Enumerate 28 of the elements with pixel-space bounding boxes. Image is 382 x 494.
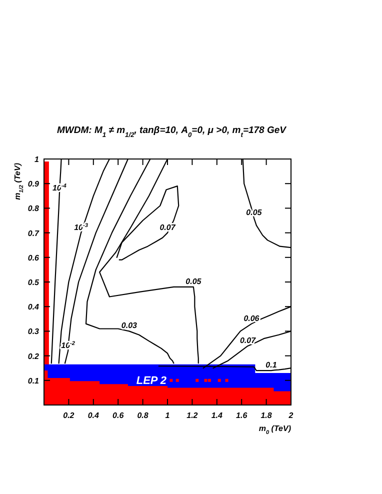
x-tick-label: 1.8 [260,411,272,420]
x-tick-label: 0.2 [63,411,75,420]
x-tick-label: 0.6 [112,411,124,420]
y-tick-label: 0.4 [28,302,40,312]
y-tick-label: 0.2 [28,352,40,361]
series-label: 0.05 [186,276,202,286]
chart-title: MWDM: M$_{1}$ ≠ m$_{1/2}$, tanβ=10, A$_{0}$=0, μ >0, m$_{t}$=178 GeV [57,125,286,138]
x-tick-label: 1.2 [186,411,198,420]
y-tick-label: 0.1 [28,376,40,386]
x-tick-label: 0.4 [88,411,100,420]
series-label: 0.1 [266,360,278,370]
y-tick-label: 1 [34,155,40,164]
series-label: 0.03 [121,321,138,330]
x-tick-label: 1 [165,411,170,420]
x-tick-label: 1.6 [236,411,248,420]
y-tick-label: 0.3 [28,327,40,336]
x-tick-label: 1.4 [211,411,224,420]
x-tick-label: 0.8 [137,411,149,420]
y-tick-label: 0.6 [28,253,40,262]
y-tick-label: 0.9 [28,180,40,189]
x-axis-title: m$_{0}$ (TeV) [258,424,292,436]
series-label: 0.07 [240,336,256,345]
x-tick-label: 2 [288,411,294,420]
series-label: LEP 2 [136,374,167,387]
y-tick-label: 0.8 [28,204,40,214]
series-label: 0.06 [244,314,260,323]
y-tick-label: 0.7 [28,228,40,238]
y-tick-label: 0.5 [28,278,40,287]
